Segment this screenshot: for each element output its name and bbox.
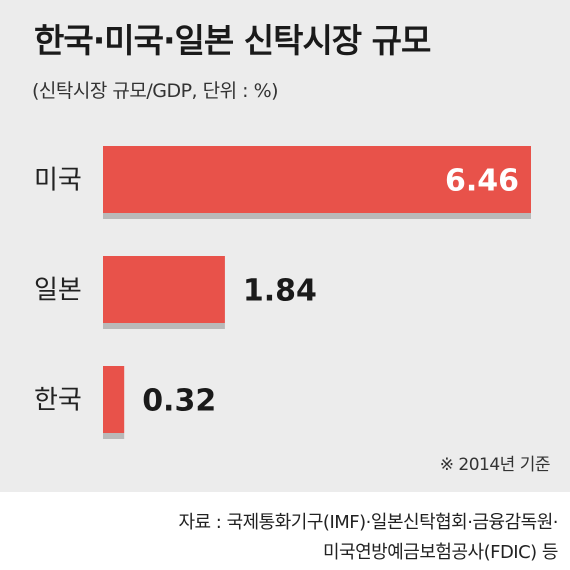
chart-title: 한국·미국·일본 신탁시장 규모 bbox=[34, 21, 431, 60]
source-line-1: 자료 : 국제통화기구(IMF)·일본신탁협회·금융감독원· bbox=[178, 512, 558, 533]
data-label: 0.32 bbox=[142, 384, 216, 419]
bar bbox=[103, 366, 125, 433]
data-label: 1.84 bbox=[243, 274, 317, 309]
chart-panel: 한국·미국·일본 신탁시장 규모 (신탁시장 규모/GDP, 단위 : %) 미… bbox=[0, 0, 570, 492]
bar-shadow bbox=[103, 213, 531, 219]
data-label: 6.46 bbox=[445, 164, 519, 199]
category-label: 미국 bbox=[34, 166, 82, 196]
bar bbox=[103, 146, 531, 213]
bar-chart: 미국 6.46 일본 1.84 한국 0.32 bbox=[34, 146, 531, 439]
base-year-note: ※ 2014년 기준 bbox=[439, 455, 551, 475]
chart-subtitle: (신탁시장 규모/GDP, 단위 : %) bbox=[32, 80, 279, 102]
category-label: 일본 bbox=[34, 276, 82, 306]
source-line-2: 미국연방예금보험공사(FDIC) 등 bbox=[322, 542, 559, 563]
bar-shadow bbox=[103, 433, 125, 439]
bar-shadow bbox=[103, 323, 225, 329]
bar bbox=[103, 256, 225, 323]
category-label: 한국 bbox=[34, 386, 82, 416]
